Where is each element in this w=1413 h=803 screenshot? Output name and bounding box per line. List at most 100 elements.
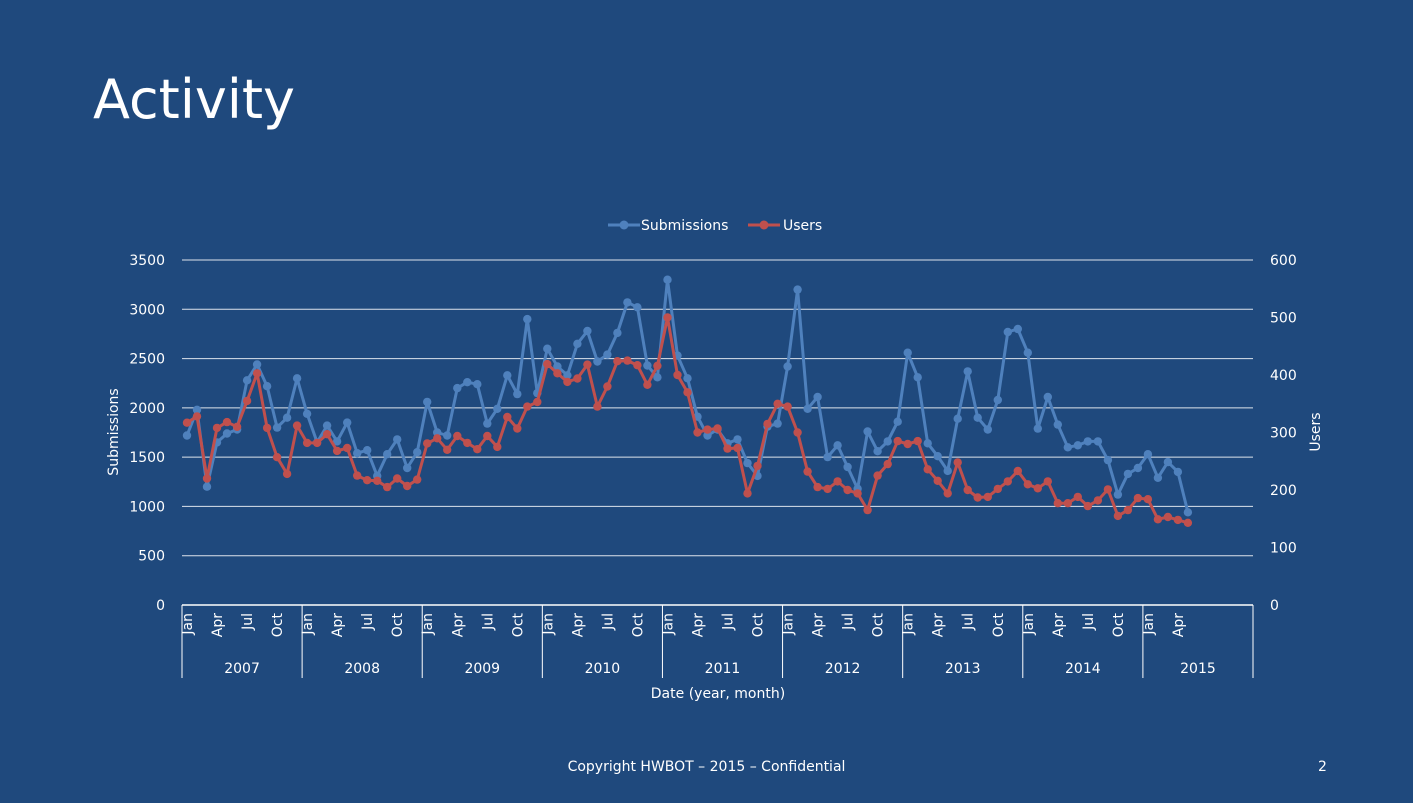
data-point-submissions <box>413 448 422 457</box>
data-point-submissions <box>583 326 592 336</box>
data-point-users <box>763 419 772 429</box>
data-point-submissions <box>242 376 252 385</box>
data-point-users <box>1023 480 1032 489</box>
data-point-submissions <box>302 409 312 418</box>
data-point-submissions <box>353 449 362 458</box>
data-point-users <box>1153 515 1163 524</box>
data-point-users <box>673 370 682 380</box>
x-month-label: Jan <box>300 613 316 636</box>
x-month-label: Oct <box>510 613 526 638</box>
data-point-users <box>503 412 512 422</box>
data-point-submissions <box>523 314 532 324</box>
data-point-submissions <box>803 404 812 413</box>
data-point-users <box>943 489 952 498</box>
x-month-label: Oct <box>871 613 887 638</box>
data-point-users <box>192 412 202 421</box>
x-month-label: Jul <box>480 613 496 631</box>
data-point-users <box>1183 518 1193 527</box>
data-point-submissions <box>553 362 562 371</box>
data-point-submissions <box>663 275 672 284</box>
x-month-label: Apr <box>570 613 586 637</box>
data-point-users <box>743 489 752 498</box>
data-point-users <box>523 402 532 411</box>
data-point-users <box>383 482 392 492</box>
x-year-label: 2008 <box>344 661 380 677</box>
x-month-label: Jan <box>901 613 917 636</box>
x-month-label: Apr <box>1051 613 1067 637</box>
x-year-label: 2012 <box>825 661 861 677</box>
data-point-users <box>343 443 352 453</box>
data-point-users <box>1143 495 1153 504</box>
data-point-users <box>803 467 812 476</box>
data-point-users <box>453 431 462 441</box>
y-axis-label: Submissions <box>106 388 122 475</box>
data-point-submissions <box>683 374 692 383</box>
data-point-submissions <box>393 435 402 444</box>
data-point-users <box>473 445 482 454</box>
data-point-users <box>643 380 652 389</box>
footer-copyright: Copyright HWBOT – 2015 – Confidential <box>567 759 846 775</box>
data-point-submissions <box>953 414 962 423</box>
data-point-users <box>292 421 302 430</box>
y2-tick-label: 600 <box>1270 253 1297 269</box>
series-layer <box>182 275 1193 527</box>
data-point-users <box>232 422 242 431</box>
data-point-users <box>1113 511 1123 521</box>
data-point-submissions <box>983 425 992 434</box>
data-point-users <box>1063 499 1073 508</box>
data-point-submissions <box>1043 392 1053 402</box>
data-point-users <box>332 446 342 456</box>
data-point-users <box>983 492 992 502</box>
data-point-submissions <box>833 441 842 450</box>
slide-title: Activity <box>93 68 295 131</box>
data-point-users <box>793 428 802 437</box>
x-month-label: Apr <box>1171 613 1187 637</box>
data-point-submissions <box>903 348 912 357</box>
data-point-submissions <box>963 367 972 376</box>
data-point-users <box>773 399 782 408</box>
data-point-submissions <box>973 413 982 422</box>
data-point-submissions <box>1153 473 1163 482</box>
data-point-submissions <box>272 423 282 432</box>
data-point-submissions <box>733 435 742 444</box>
x-month-label: Apr <box>690 613 706 637</box>
x-year-label: 2011 <box>705 661 741 677</box>
x-year-label: 2007 <box>224 661 260 677</box>
data-point-users <box>863 505 872 515</box>
x-month-label: Apr <box>210 613 226 637</box>
chart-legend: Submissions Users <box>608 218 822 234</box>
data-point-users <box>993 484 1002 494</box>
data-point-submissions <box>873 447 882 456</box>
x-month-label: Jan <box>1141 613 1157 636</box>
x-axis: 2007 Jan Apr Jul Oct 2008 Jan Apr Jul Oct 2009 Jan A… <box>180 604 1254 678</box>
x-month-label: Apr <box>450 613 466 637</box>
y-tick-label: 2000 <box>129 401 165 417</box>
y-tick-label: 2500 <box>129 352 165 368</box>
data-point-submissions <box>1093 437 1103 446</box>
data-point-users <box>443 445 452 454</box>
data-point-users <box>463 438 472 448</box>
x-month-label: Jul <box>600 613 616 631</box>
data-point-users <box>483 431 492 441</box>
data-point-users <box>433 434 442 443</box>
data-point-users <box>202 474 212 483</box>
data-point-users <box>302 438 312 448</box>
data-point-users <box>182 418 192 427</box>
data-point-submissions <box>332 437 342 446</box>
data-point-submissions <box>943 466 952 476</box>
page-number: 2 <box>1318 759 1327 775</box>
chart-gridlines <box>182 259 1253 557</box>
data-point-users <box>1093 496 1103 505</box>
y2-tick-label: 300 <box>1270 426 1297 442</box>
data-point-users <box>833 477 842 486</box>
data-point-users <box>633 361 642 370</box>
data-point-submissions <box>1013 324 1022 334</box>
data-point-users <box>563 377 572 387</box>
data-point-users <box>653 361 662 370</box>
y2-tick-label: 200 <box>1270 483 1297 499</box>
data-point-users <box>823 484 832 494</box>
data-point-users <box>1073 492 1083 502</box>
data-point-users <box>493 442 502 452</box>
data-point-users <box>413 475 422 484</box>
